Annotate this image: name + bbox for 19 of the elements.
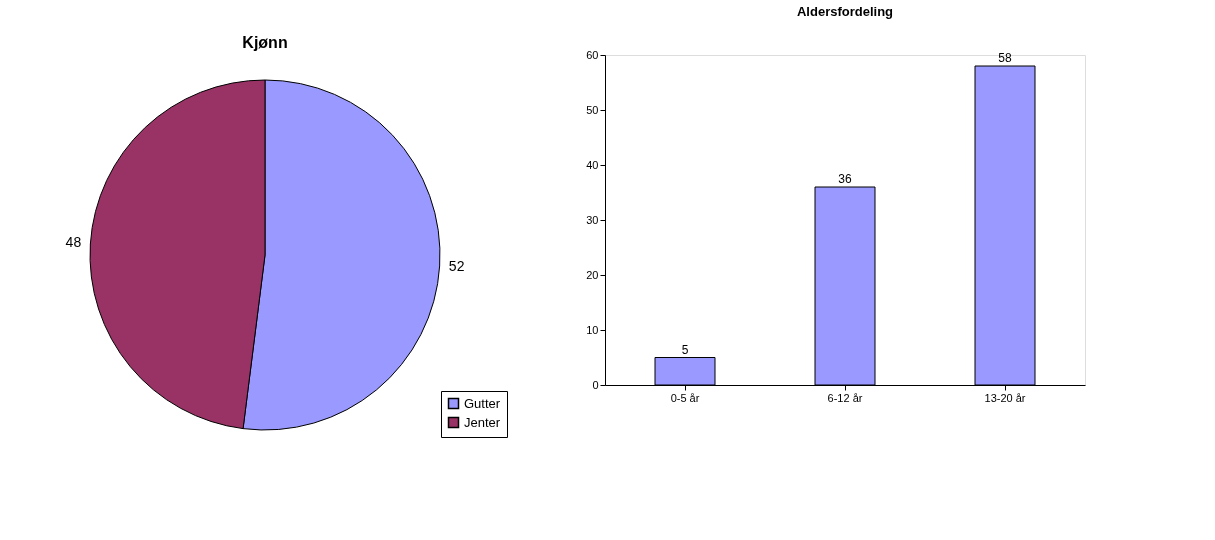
data-label: 48 bbox=[65, 233, 82, 250]
y-tick-label: 0 bbox=[592, 378, 599, 391]
data-label: 52 bbox=[448, 258, 465, 275]
x-tick-label: 6-12 år bbox=[827, 391, 863, 404]
y-tick-label: 40 bbox=[586, 158, 599, 171]
data-label: 5 bbox=[681, 342, 689, 357]
y-tick-label: 30 bbox=[586, 213, 599, 226]
data-label: 58 bbox=[998, 51, 1012, 65]
y-tick-label: 20 bbox=[586, 268, 599, 281]
legend-label: Gutter bbox=[464, 395, 501, 411]
x-tick-label: 0-5 år bbox=[670, 391, 700, 404]
y-tick-label: 10 bbox=[586, 323, 599, 336]
x-tick-label: 13-20 år bbox=[984, 391, 1026, 404]
y-tick-label: 60 bbox=[586, 48, 599, 61]
y-tick-label: 50 bbox=[586, 103, 599, 116]
chart-title: Aldersfordeling bbox=[796, 4, 894, 19]
legend-label: Jenter bbox=[464, 414, 501, 430]
chart-title: Kjønn bbox=[242, 34, 288, 51]
data-label: 36 bbox=[838, 172, 852, 186]
